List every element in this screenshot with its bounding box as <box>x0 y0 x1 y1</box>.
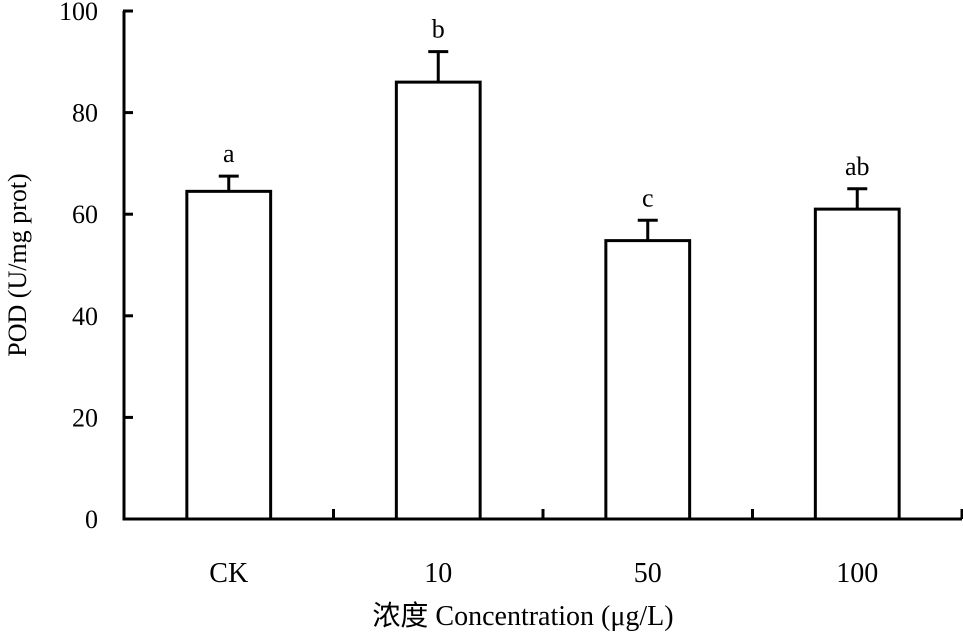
x-tick-label: 50 <box>634 558 662 589</box>
bar <box>813 207 901 521</box>
y-tick-label: 100 <box>59 0 98 26</box>
y-tick-label: 20 <box>72 403 98 432</box>
bar <box>394 80 482 521</box>
y-axis-label: POD (U/mg prot) <box>3 173 32 356</box>
significance-label: c <box>642 183 654 212</box>
y-axis-ticks: 0 20 40 60 80 100 <box>59 0 133 534</box>
bar <box>604 239 692 521</box>
y-tick-label: 60 <box>72 200 98 229</box>
x-tick-label: 100 <box>836 558 878 589</box>
significance-label: a <box>223 139 235 168</box>
significance-label: b <box>432 15 445 44</box>
significance-label: ab <box>845 152 870 181</box>
x-axis-label: 浓度 Concentration (μg/L) <box>372 600 673 632</box>
y-tick-label: 0 <box>85 505 98 534</box>
bar <box>185 189 273 521</box>
x-tick-label: CK <box>209 558 248 589</box>
x-axis-ticks: CK 10 50 100 <box>209 509 963 589</box>
y-tick-label: 40 <box>72 302 98 331</box>
x-tick-label: 10 <box>424 558 452 589</box>
y-tick-label: 80 <box>72 99 98 128</box>
